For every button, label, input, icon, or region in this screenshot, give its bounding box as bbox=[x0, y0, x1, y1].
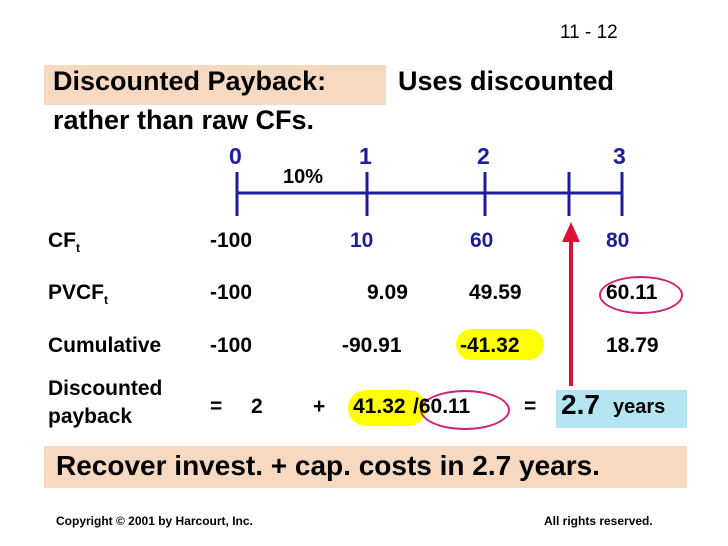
footer-rights: All rights reserved. bbox=[544, 514, 653, 528]
timeline-period-0: 0 bbox=[229, 143, 242, 169]
payback-numerator-highlight bbox=[348, 390, 426, 426]
discount-rate: 10% bbox=[283, 166, 324, 188]
title-text-line2: rather than raw CFs. bbox=[53, 105, 315, 135]
payback-equals-2: = bbox=[524, 395, 537, 418]
footer-copyright: Copyright © 2001 by Harcourt, Inc. bbox=[56, 514, 253, 528]
cf-value-2: 60 bbox=[470, 229, 494, 252]
payback-result-unit: years bbox=[613, 396, 666, 418]
title-highlighted-text: Discounted Payback: bbox=[53, 66, 327, 96]
payback-result: 2.7 bbox=[561, 389, 600, 420]
pvcf-value-0: -100 bbox=[210, 281, 253, 304]
slide-number: 11 - 12 bbox=[560, 22, 618, 43]
title-text: Uses discounted bbox=[398, 66, 615, 96]
pvcf-value-1: 9.09 bbox=[367, 281, 408, 304]
payback-result-box bbox=[556, 390, 687, 428]
payback-fraction: /60.11 bbox=[413, 395, 471, 418]
cf-value-0: -100 bbox=[210, 229, 253, 252]
row-label-pvcf: PVCFt bbox=[48, 281, 109, 308]
cumulative-value-2: -41.32 bbox=[460, 334, 520, 357]
summary-box bbox=[44, 446, 687, 488]
row-label-payback-1: Discounted bbox=[48, 377, 163, 400]
pvcf-oval bbox=[599, 276, 683, 314]
title-highlight bbox=[44, 65, 386, 105]
payback-arrow-head bbox=[562, 222, 580, 242]
timeline-period-1: 1 bbox=[359, 143, 372, 169]
payback-numerator: 41.32 bbox=[353, 395, 406, 418]
timeline-period-2: 2 bbox=[477, 143, 490, 169]
payback-plus: + bbox=[313, 395, 326, 418]
cf-value-1: 10 bbox=[350, 229, 374, 252]
payback-denominator-oval bbox=[420, 390, 510, 430]
payback-years-whole: 2 bbox=[251, 395, 263, 418]
payback-equals: = bbox=[210, 395, 223, 418]
pvcf-value-3: 60.11 bbox=[606, 281, 658, 304]
pvcf-value-2: 49.59 bbox=[469, 281, 522, 304]
cumulative-value-0: -100 bbox=[210, 334, 253, 357]
summary-text: Recover invest. + cap. costs in 2.7 year… bbox=[56, 450, 600, 481]
timeline-period-3: 3 bbox=[613, 143, 626, 169]
cf-value-3: 80 bbox=[606, 229, 630, 252]
row-label-payback-2: payback bbox=[48, 405, 133, 428]
row-label-cumulative: Cumulative bbox=[48, 334, 162, 357]
cumulative-highlight bbox=[456, 329, 544, 360]
row-label-cf: CFt bbox=[48, 229, 80, 256]
cumulative-value-1: -90.91 bbox=[342, 334, 402, 357]
cumulative-value-3: 18.79 bbox=[606, 334, 659, 357]
